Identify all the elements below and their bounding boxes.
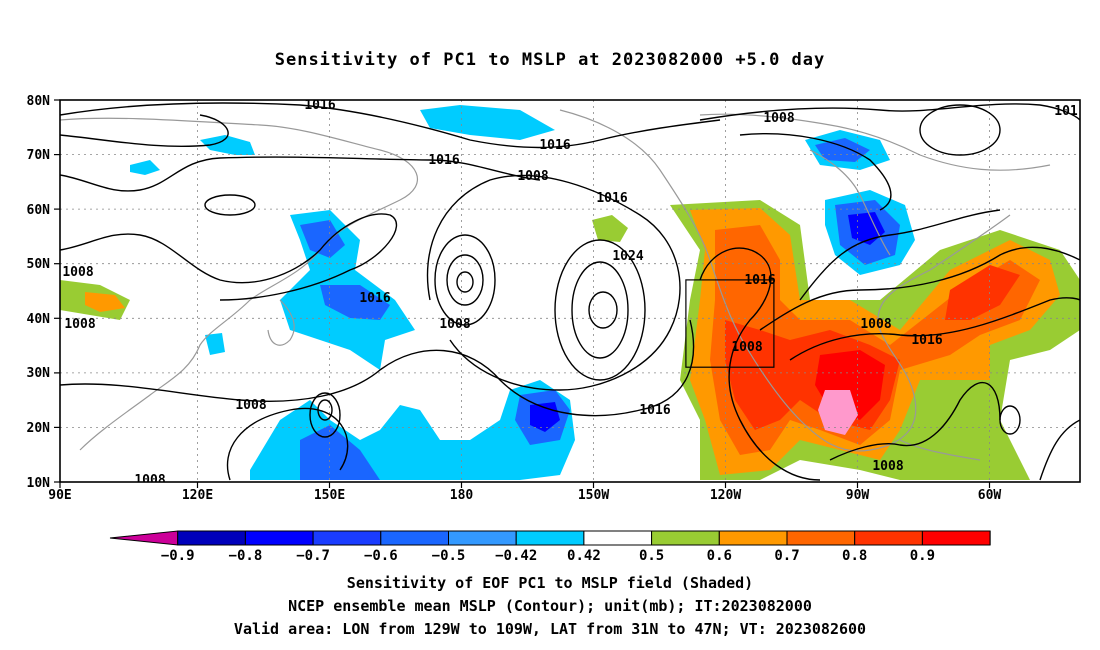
colorbar-label: −0.5: [432, 548, 466, 564]
negative-cyan-patch-2: [130, 160, 160, 175]
contour-label: 101: [1054, 104, 1078, 119]
colorbar-segment: [651, 530, 720, 546]
colorbar-segment: [109, 530, 179, 546]
positive-patch-asia-orange: [85, 292, 125, 312]
negative-blue-tropics: [300, 425, 380, 480]
lon-label: 90W: [846, 488, 870, 503]
lon-label: 150E: [314, 488, 345, 503]
contour-label: 1008: [62, 265, 93, 280]
lat-label: 20N: [27, 421, 51, 436]
lon-label: 120W: [710, 488, 741, 503]
lon-label: 180: [450, 488, 474, 503]
colorbar-segment: [177, 530, 246, 546]
negative-blue-japan: [300, 220, 345, 258]
colorbar-label: 0.5: [639, 548, 664, 564]
contour-label: 1016: [359, 291, 390, 306]
contour-label: 1016: [428, 153, 459, 168]
negative-cyan-region-north: [420, 105, 555, 140]
contour-label: 1008: [235, 398, 266, 413]
colorbar-label: 0.42: [567, 548, 601, 564]
contour-label: 1016: [596, 191, 627, 206]
lat-label: 40N: [27, 312, 51, 327]
colorbar-label: 0.9: [910, 548, 935, 564]
shading-layer: [60, 105, 1080, 480]
contour-label: 1008: [763, 111, 794, 126]
colorbar: −0.9 −0.8 −0.7 −0.6 −0.5 −0.42 0.42 0.5 0.6 0.7 0.…: [109, 530, 991, 564]
positive-patch-pacific: [592, 215, 628, 242]
negative-blue-japan-2: [320, 285, 390, 320]
tick-marks: [54, 99, 991, 488]
lat-label: 30N: [27, 366, 51, 381]
positive-redorange-region-2: [945, 265, 1020, 320]
colorbar-segment: [718, 530, 788, 546]
contour-label: 1016: [911, 333, 942, 348]
caption-line-2: NCEP ensemble mean MSLP (Contour); unit(…: [288, 597, 812, 615]
contour-label: 1024: [612, 249, 643, 264]
colorbar-label: −0.42: [495, 548, 537, 564]
contour-label: 1008: [860, 317, 891, 332]
lat-label: 10N: [27, 476, 51, 491]
contour-label: 1008: [134, 473, 165, 488]
lat-label: 80N: [27, 94, 51, 109]
lon-label: 120E: [182, 488, 213, 503]
colorbar-segment: [312, 530, 382, 546]
caption-line-3: Valid area: LON from 129W to 109W, LAT f…: [233, 620, 867, 638]
valid-area-box: [685, 279, 775, 368]
contour-label: 1016: [539, 138, 570, 153]
colorbar-label: −0.6: [364, 548, 398, 564]
negative-blue-hudson: [815, 138, 870, 162]
caption-line-1: Sensitivity of EOF PC1 to MSLP field (Sh…: [346, 574, 754, 592]
colorbar-segment: [448, 530, 517, 546]
colorbar-label: 0.7: [774, 548, 799, 564]
longitude-labels: 90E 120E 150E 180 150W 120W 90W 60W: [48, 488, 1001, 503]
contour-label: 1008: [731, 340, 762, 355]
colorbar-label: −0.8: [229, 548, 263, 564]
colorbar-segment: [583, 530, 653, 546]
lon-label: 90E: [48, 488, 71, 503]
lat-label: 60N: [27, 203, 51, 218]
colorbar-label: 0.6: [707, 548, 732, 564]
contour-label: 1008: [517, 169, 548, 184]
contour-labels: 1016 1016 1016 1008 1016 1024 1008 1008 …: [62, 98, 1078, 488]
colorbar-segment: [786, 530, 856, 546]
negative-cyan-patch-1: [200, 135, 255, 155]
lon-label: 150W: [578, 488, 609, 503]
contour-label: 1008: [64, 317, 95, 332]
colorbar-label: −0.9: [161, 548, 195, 564]
colorbar-segment: [921, 530, 991, 546]
contour-label: 1016: [744, 273, 775, 288]
lat-label: 70N: [27, 148, 51, 163]
contour-label: 1008: [872, 459, 903, 474]
colorbar-segment: [380, 530, 449, 546]
latitude-labels: 80N 70N 60N 50N 40N 30N 20N 10N: [27, 94, 51, 491]
map-frame: [59, 99, 1081, 483]
colorbar-segment: [515, 530, 585, 546]
mslp-contours: [60, 102, 1080, 481]
contour-label: 1008: [439, 317, 470, 332]
colorbar-segment: [854, 530, 923, 546]
colorbar-segment: [244, 530, 314, 546]
negative-cyan-small: [205, 333, 225, 355]
contour-label: 1016: [639, 403, 670, 418]
colorbar-label: 0.8: [842, 548, 867, 564]
lon-label: 60W: [978, 488, 1002, 503]
chart-title: Sensitivity of PC1 to MSLP at 2023082000…: [274, 50, 826, 70]
positive-pink-region: [818, 390, 858, 435]
coastlines: [60, 109, 1051, 461]
contour-label: 1016: [304, 98, 335, 113]
colorbar-label: −0.7: [296, 548, 330, 564]
lat-label: 50N: [27, 257, 51, 272]
